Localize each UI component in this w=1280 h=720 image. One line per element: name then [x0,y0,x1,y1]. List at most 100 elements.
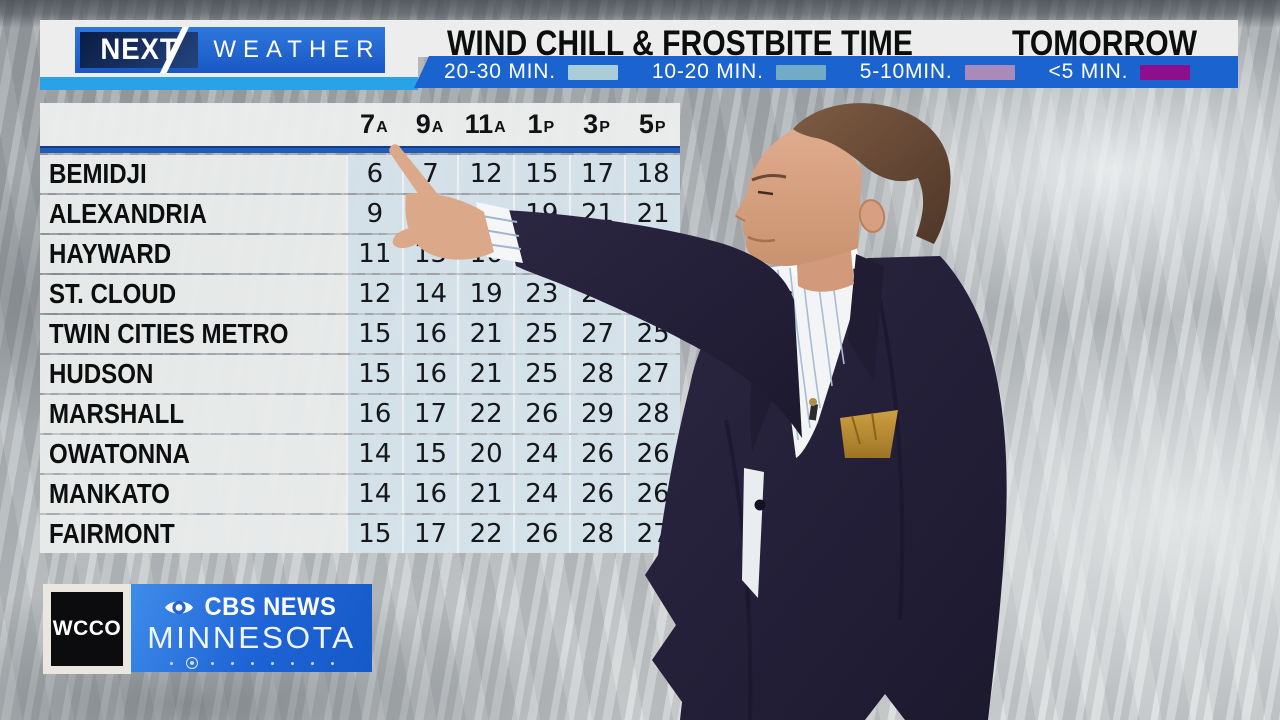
row-label: FAIRMONT [40,515,346,553]
row-label: MARSHALL [40,395,346,433]
value-cell: 7 [401,155,458,193]
legend-swatch [567,64,618,80]
value-cell [624,235,681,273]
value-cell: 16 [401,475,458,513]
row-label: ALEXANDRIA [40,195,346,233]
cbs-news-text: CBS NEWS [204,593,336,621]
row-label: TWIN CITIES METRO [40,315,346,353]
row-label: HAYWARD [40,235,346,273]
legend-item: <5 MIN. [1049,60,1191,84]
table-row: HAYWARD 11 13 16 [40,235,681,273]
carousel-dot [310,661,314,665]
table-row: OWATONNA 14 15 20 24 26 26 [40,435,681,473]
value-cell: 24 [513,435,569,473]
value-cell: 26 [513,515,569,553]
value-cell: 27 [624,515,681,553]
value-cell: 19 [513,195,569,233]
column-header: 11 A [464,109,506,139]
legend: 20-30 MIN. 10-20 MIN. 5-10MIN. <5 MIN. [414,56,1238,88]
value-cell: 15 [513,155,569,193]
carousel-dot [210,661,214,665]
value-cell: 13 [401,235,458,273]
value-cell: 27 [624,355,681,393]
value-cell: 9 [346,195,402,233]
legend-swatch [1140,64,1191,80]
value-cell [513,235,569,273]
value-cell: 26 [624,435,681,473]
carousel-dot [290,661,294,665]
legend-label: 5-10MIN. [859,60,953,83]
cbs-region-text: MINNESOTA [147,620,356,655]
value-cell: 24 [568,275,625,313]
legend-item: 5-10MIN. [860,60,1015,84]
row-label: HUDSON [40,355,346,393]
table-row: MANKATO 14 16 21 24 26 26 [40,475,681,513]
value-cell: 26 [568,435,625,473]
value-cell: 21 [457,355,514,393]
next-weather-logo: NEXT WEATHER [75,27,385,73]
legend-label: 10-20 MIN. [651,60,764,83]
table-header-spacer [40,103,346,146]
value-cell: 16 [457,235,514,273]
carousel-dots [131,657,372,669]
value-cell: 25 [513,315,569,353]
table-row: FAIRMONT 15 17 22 26 28 27 [40,515,681,553]
value-cell: 15 [346,315,402,353]
timeframe-label: TOMORROW [1012,24,1198,63]
value-cell: 27 [568,315,625,353]
wcco-logo-box: WCCO [51,592,123,666]
row-label: OWATONNA [40,435,346,473]
value-cell: 17 [568,155,625,193]
legend-label: <5 MIN. [1048,60,1129,83]
value-cell: 26 [568,475,625,513]
value-cell: 26 [513,395,569,433]
carousel-dot [230,661,234,665]
value-cell: 6 [346,155,402,193]
cbs-news-minnesota-logo: CBS NEWS MINNESOTA [131,584,372,672]
page-title: WIND CHILL & FROSTBITE TIME [447,24,913,63]
table-row: TWIN CITIES METRO 15 16 21 25 27 25 [40,315,681,353]
table-divider [40,146,680,153]
value-cell: 22 [457,395,514,433]
table-row: ALEXANDRIA 9 19 21 21 [40,195,681,233]
value-cell: 17 [401,395,458,433]
value-cell: 23 [513,275,569,313]
value-cell: 12 [457,155,514,193]
carousel-dot [330,661,334,665]
carousel-dot [185,657,198,669]
value-cell: 12 [346,275,402,313]
value-cell: 21 [568,195,625,233]
legend-item: 10-20 MIN. [652,60,826,84]
value-cell: 21 [457,475,514,513]
next-logo-text: NEXT [100,33,178,66]
value-cell: 21 [457,315,514,353]
value-cell: 29 [568,395,625,433]
value-cell: 25 [513,355,569,393]
legend-swatch [964,64,1015,80]
value-cell [624,275,681,313]
value-cell: 28 [568,515,625,553]
value-cell: 24 [513,475,569,513]
value-cell: 16 [401,315,458,353]
value-cell: 28 [624,395,681,433]
value-cell [401,195,458,233]
table-rows: BEMIDJI 6 7 12 15 17 18 ALEXANDRIA 9 19 21 21 HAYWAR… [40,155,681,553]
value-cell: 17 [401,515,458,553]
table-row: MARSHALL 16 17 22 26 29 28 [40,395,681,433]
row-label: MANKATO [40,475,346,513]
legend-swatch [775,64,826,80]
value-cell: 15 [346,355,402,393]
legend-item: 20-30 MIN. [444,60,618,84]
table-row: BEMIDJI 6 7 12 15 17 18 [40,155,681,193]
value-cell: 14 [401,275,458,313]
value-cell: 15 [401,435,458,473]
row-label: BEMIDJI [40,155,346,193]
table-row: ST. CLOUD 12 14 19 23 24 [40,275,681,313]
wcco-logo: WCCO [43,584,131,674]
wcco-text: WCCO [52,617,122,640]
value-cell: 14 [346,435,402,473]
